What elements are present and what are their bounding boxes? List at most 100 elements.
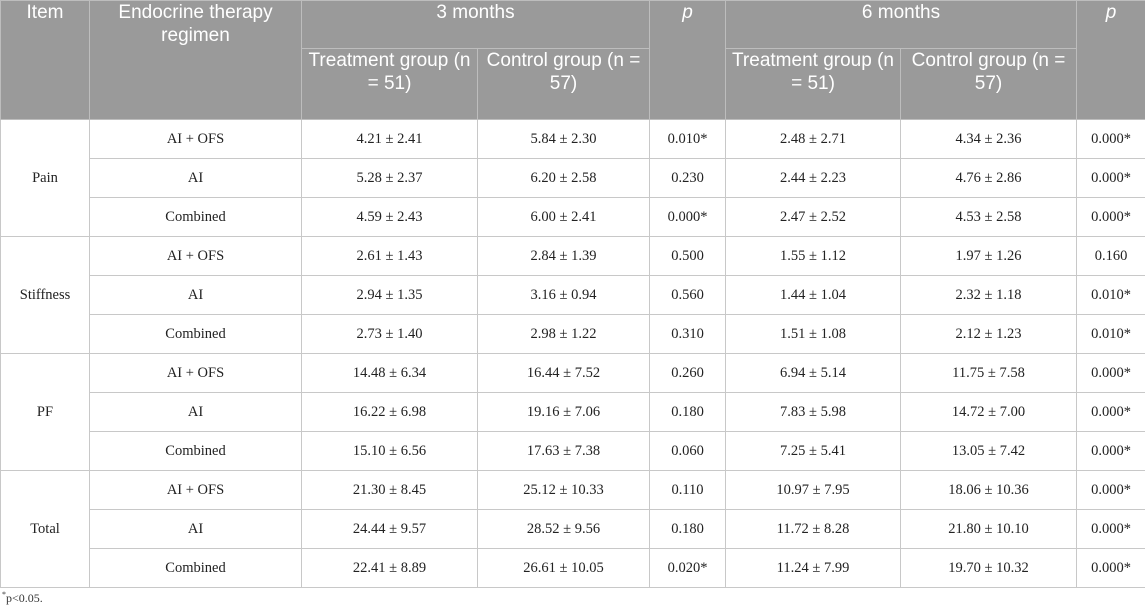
treatment-3m-cell: 15.10 ± 6.56 bbox=[301, 431, 478, 471]
p-6m-cell: 0.010* bbox=[1076, 314, 1145, 354]
header-item: Item bbox=[0, 0, 90, 120]
treatment-3m-cell: 21.30 ± 8.45 bbox=[301, 470, 478, 510]
treatment-3m-cell: 5.28 ± 2.37 bbox=[301, 158, 478, 198]
p-3m-cell: 0.000* bbox=[649, 197, 726, 237]
treatment-6m-cell: 2.44 ± 2.23 bbox=[725, 158, 901, 198]
item-cell: Stiffness bbox=[0, 236, 90, 354]
p-3m-cell: 0.560 bbox=[649, 275, 726, 315]
regimen-cell: AI bbox=[89, 275, 302, 315]
control-3m-cell: 3.16 ± 0.94 bbox=[477, 275, 650, 315]
header-3-months: 3 months bbox=[301, 0, 650, 49]
item-cell: Pain bbox=[0, 119, 90, 237]
control-6m-cell: 14.72 ± 7.00 bbox=[900, 392, 1077, 432]
treatment-3m-cell: 14.48 ± 6.34 bbox=[301, 353, 478, 393]
table-row: Combined 15.10 ± 6.56 17.63 ± 7.38 0.060 7.2… bbox=[1, 431, 1145, 471]
header-row-top: Item Endocrine therapy regimen 3 months … bbox=[0, 0, 1145, 120]
table-row: AI 24.44 ± 9.57 28.52 ± 9.56 0.180 11.72 ± 8… bbox=[1, 509, 1145, 549]
table-header: Item Endocrine therapy regimen 3 months … bbox=[0, 0, 1145, 120]
table-row: Combined 2.73 ± 1.40 2.98 ± 1.22 0.310 1.51 … bbox=[1, 314, 1145, 354]
treatment-6m-cell: 1.51 ± 1.08 bbox=[725, 314, 901, 354]
control-6m-cell: 1.97 ± 1.26 bbox=[900, 236, 1077, 276]
treatment-3m-cell: 22.41 ± 8.89 bbox=[301, 548, 478, 588]
p-6m-cell: 0.000* bbox=[1076, 197, 1145, 237]
regimen-cell: Combined bbox=[89, 197, 302, 237]
control-6m-cell: 2.32 ± 1.18 bbox=[900, 275, 1077, 315]
control-6m-cell: 2.12 ± 1.23 bbox=[900, 314, 1077, 354]
table-body: Pain AI + OFS 4.21 ± 2.41 5.84 ± 2.30 0.010*… bbox=[0, 119, 1145, 588]
header-regimen: Endocrine therapy regimen bbox=[89, 0, 302, 120]
control-3m-cell: 5.84 ± 2.30 bbox=[477, 119, 650, 159]
table-row: AI 16.22 ± 6.98 19.16 ± 7.06 0.180 7.83 ± 5.… bbox=[1, 392, 1145, 432]
results-table: Item Endocrine therapy regimen 3 months … bbox=[0, 0, 1145, 588]
p-6m-cell: 0.000* bbox=[1076, 470, 1145, 510]
p-3m-cell: 0.180 bbox=[649, 392, 726, 432]
regimen-cell: Combined bbox=[89, 548, 302, 588]
footnote-text: p<0.05. bbox=[6, 591, 43, 605]
p-3m-cell: 0.310 bbox=[649, 314, 726, 354]
table-row: AI 5.28 ± 2.37 6.20 ± 2.58 0.230 2.44 ± 2.23… bbox=[1, 158, 1145, 198]
table-row: Stiffness AI + OFS 2.61 ± 1.43 2.84 ± 1.39 0… bbox=[0, 236, 1145, 354]
p-3m-cell: 0.180 bbox=[649, 509, 726, 549]
table-row: Combined 4.59 ± 2.43 6.00 ± 2.41 0.000* 2.47… bbox=[1, 197, 1145, 237]
control-3m-cell: 17.63 ± 7.38 bbox=[477, 431, 650, 471]
treatment-3m-cell: 4.59 ± 2.43 bbox=[301, 197, 478, 237]
regimen-cell: AI bbox=[89, 509, 302, 549]
item-cell: PF bbox=[0, 353, 90, 471]
table-row: AI 2.94 ± 1.35 3.16 ± 0.94 0.560 1.44 ± 1.04… bbox=[1, 275, 1145, 315]
header-p-3-months: p bbox=[649, 0, 726, 120]
table-row: Pain AI + OFS 4.21 ± 2.41 5.84 ± 2.30 0.010*… bbox=[0, 119, 1145, 237]
p-6m-cell: 0.000* bbox=[1076, 119, 1145, 159]
regimen-cell: AI + OFS bbox=[89, 236, 302, 276]
regimen-cell: AI + OFS bbox=[89, 353, 302, 393]
item-cell: Total bbox=[0, 470, 90, 588]
regimen-cell: AI bbox=[89, 392, 302, 432]
control-6m-cell: 4.34 ± 2.36 bbox=[900, 119, 1077, 159]
control-3m-cell: 28.52 ± 9.56 bbox=[477, 509, 650, 549]
regimen-cell: AI bbox=[89, 158, 302, 198]
footnote: *p<0.05. bbox=[2, 588, 43, 605]
treatment-6m-cell: 7.83 ± 5.98 bbox=[725, 392, 901, 432]
p-6m-cell: 0.000* bbox=[1076, 158, 1145, 198]
table-row: Total AI + OFS 21.30 ± 8.45 25.12 ± 10.33 0.… bbox=[0, 470, 1145, 588]
p-6m-cell: 0.000* bbox=[1076, 353, 1145, 393]
p-3m-cell: 0.230 bbox=[649, 158, 726, 198]
treatment-6m-cell: 6.94 ± 5.14 bbox=[725, 353, 901, 393]
control-3m-cell: 16.44 ± 7.52 bbox=[477, 353, 650, 393]
treatment-6m-cell: 11.24 ± 7.99 bbox=[725, 548, 901, 588]
table-row: Combined 22.41 ± 8.89 26.61 ± 10.05 0.020* 1… bbox=[1, 548, 1145, 588]
footnote-marker: * bbox=[2, 590, 6, 599]
regimen-cell: AI + OFS bbox=[89, 119, 302, 159]
p-6m-cell: 0.000* bbox=[1076, 548, 1145, 588]
control-6m-cell: 4.76 ± 2.86 bbox=[900, 158, 1077, 198]
p-3m-cell: 0.110 bbox=[649, 470, 726, 510]
control-6m-cell: 19.70 ± 10.32 bbox=[900, 548, 1077, 588]
control-3m-cell: 19.16 ± 7.06 bbox=[477, 392, 650, 432]
p-3m-cell: 0.060 bbox=[649, 431, 726, 471]
treatment-3m-cell: 2.61 ± 1.43 bbox=[301, 236, 478, 276]
control-3m-cell: 2.98 ± 1.22 bbox=[477, 314, 650, 354]
control-3m-cell: 25.12 ± 10.33 bbox=[477, 470, 650, 510]
p-6m-cell: 0.000* bbox=[1076, 392, 1145, 432]
treatment-6m-cell: 2.48 ± 2.71 bbox=[725, 119, 901, 159]
treatment-3m-cell: 4.21 ± 2.41 bbox=[301, 119, 478, 159]
regimen-cell: AI + OFS bbox=[89, 470, 302, 510]
header-control-6m: Control group (n = 57) bbox=[900, 48, 1077, 120]
header-p-6-months: p bbox=[1076, 0, 1145, 120]
control-6m-cell: 21.80 ± 10.10 bbox=[900, 509, 1077, 549]
regimen-cell: Combined bbox=[89, 431, 302, 471]
treatment-3m-cell: 16.22 ± 6.98 bbox=[301, 392, 478, 432]
control-3m-cell: 6.20 ± 2.58 bbox=[477, 158, 650, 198]
treatment-6m-cell: 2.47 ± 2.52 bbox=[725, 197, 901, 237]
p-3m-cell: 0.260 bbox=[649, 353, 726, 393]
control-6m-cell: 11.75 ± 7.58 bbox=[900, 353, 1077, 393]
p-6m-cell: 0.160 bbox=[1076, 236, 1145, 276]
treatment-3m-cell: 2.94 ± 1.35 bbox=[301, 275, 478, 315]
p-3m-cell: 0.010* bbox=[649, 119, 726, 159]
control-3m-cell: 26.61 ± 10.05 bbox=[477, 548, 650, 588]
treatment-6m-cell: 1.44 ± 1.04 bbox=[725, 275, 901, 315]
p-3m-cell: 0.500 bbox=[649, 236, 726, 276]
treatment-6m-cell: 1.55 ± 1.12 bbox=[725, 236, 901, 276]
treatment-3m-cell: 24.44 ± 9.57 bbox=[301, 509, 478, 549]
control-3m-cell: 6.00 ± 2.41 bbox=[477, 197, 650, 237]
treatment-6m-cell: 10.97 ± 7.95 bbox=[725, 470, 901, 510]
